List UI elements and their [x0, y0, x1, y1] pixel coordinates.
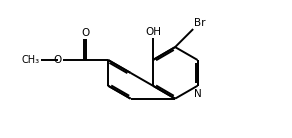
Text: O: O [54, 55, 62, 65]
Text: CH₃: CH₃ [21, 55, 39, 65]
Text: OH: OH [145, 27, 161, 37]
Text: O: O [81, 28, 90, 38]
Text: N: N [194, 89, 201, 99]
Text: Br: Br [194, 18, 206, 28]
